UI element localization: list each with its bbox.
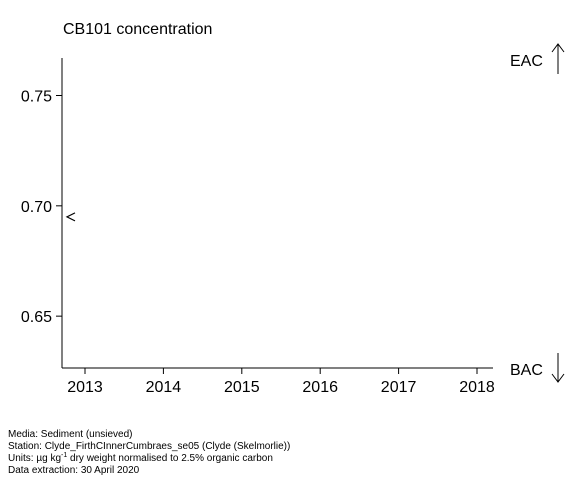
- x-axis-ticks: 2013 2014 2015 2016 2017 2018: [67, 368, 495, 396]
- x-tick-label: 2017: [381, 379, 417, 396]
- bac-label: BAC: [510, 362, 543, 379]
- footer-units-suffix: dry weight normalised to 2.5% organic ca…: [67, 453, 273, 464]
- footer-station: Station: Clyde_FirthCInnerCumbraes_se05 …: [8, 441, 290, 452]
- x-tick-label: 2014: [146, 379, 182, 396]
- y-tick-label: 0.70: [21, 199, 52, 216]
- down-arrow-icon: [551, 353, 565, 383]
- x-tick-label: 2016: [302, 379, 338, 396]
- less-than-marker: [65, 212, 76, 222]
- x-tick-label: 2018: [459, 379, 495, 396]
- data-points: [65, 212, 76, 222]
- up-arrow-icon: [551, 43, 565, 74]
- footer-units: Units: µg kg-1 dry weight normalised to …: [8, 452, 273, 464]
- chart-title: CB101 concentration: [63, 21, 212, 38]
- footer-units-prefix: Units: µg kg: [8, 453, 61, 464]
- y-axis-ticks: 0.65 0.70 0.75: [21, 89, 62, 326]
- x-tick-label: 2013: [67, 379, 103, 396]
- footer-units-superscript: -1: [61, 452, 67, 459]
- y-tick-label: 0.75: [21, 89, 52, 106]
- y-tick-label: 0.65: [21, 309, 52, 326]
- footer-media: Media: Sediment (unsieved): [8, 429, 133, 440]
- footer-extraction: Data extraction: 30 April 2020: [8, 465, 140, 476]
- x-tick-label: 2015: [224, 379, 260, 396]
- eac-label: EAC: [510, 53, 543, 70]
